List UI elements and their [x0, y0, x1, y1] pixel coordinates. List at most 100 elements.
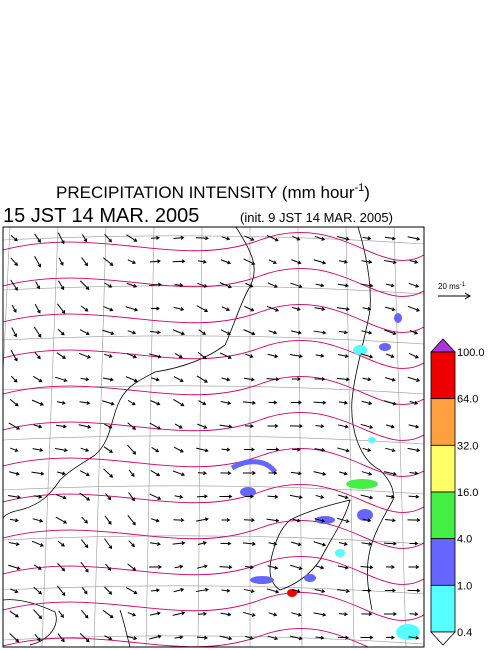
wind-arrow [407, 588, 421, 593]
wind-arrow [384, 329, 397, 336]
wind-arrow [385, 283, 395, 288]
wind-arrow [291, 330, 302, 335]
wind-arrow [126, 635, 138, 641]
wind-arrow [33, 564, 42, 570]
wind-arrow [362, 447, 372, 452]
wind-arrow [196, 447, 209, 453]
wind-arrow [198, 400, 207, 406]
wind-arrow [57, 328, 65, 336]
wind-arrow [104, 635, 113, 641]
wind-arrow [362, 518, 372, 523]
wind-arrow [151, 377, 160, 382]
contour [3, 447, 424, 477]
wind-arrow [31, 399, 44, 406]
init-time: (init. 9 JST 14 MAR. 2005) [240, 210, 393, 225]
wind-arrow [79, 400, 91, 405]
wind-legend-sup: -1 [460, 282, 466, 288]
wind-arrow [55, 376, 68, 382]
wind-arrow [409, 400, 419, 405]
wind-arrow [337, 517, 350, 523]
wind-arrow [409, 612, 419, 617]
wind-arrow [408, 565, 420, 569]
title-end: ) [364, 183, 370, 202]
wind-arrow [338, 330, 348, 335]
wind-arrow [104, 423, 113, 429]
contour [3, 411, 424, 441]
wind-arrow [128, 492, 135, 502]
wind-arrow [81, 257, 89, 267]
wind-arrow [149, 259, 161, 264]
wind-arrow [197, 282, 208, 288]
wind-arrow [128, 469, 135, 477]
wind-arrow [197, 471, 207, 476]
wind-arrow [197, 564, 208, 569]
color-bar-label: 32.0 [457, 440, 478, 452]
wind-arrow [150, 400, 161, 406]
wind-arrow [407, 376, 421, 382]
wind-arrow [385, 494, 395, 499]
coastline [3, 227, 394, 647]
wind-arrow [103, 257, 114, 266]
wind-arrow [9, 610, 19, 618]
wind-arrow [291, 541, 302, 547]
wind-arrow [172, 329, 185, 336]
wind-arrow [79, 470, 90, 476]
wind-arrow [243, 258, 256, 265]
wind-arrow [338, 259, 348, 264]
wind-arrow [386, 353, 395, 358]
wind-arrow [267, 424, 279, 428]
wind-arrow [34, 352, 41, 360]
wind-arrow [10, 588, 19, 594]
wind-arrow [174, 353, 183, 359]
contour [3, 591, 424, 621]
color-bar-label: 100.0 [457, 347, 485, 359]
wind-arrow [149, 634, 162, 640]
wind-arrow [8, 564, 21, 570]
wind-arrow [150, 470, 161, 477]
wind-arrow [362, 377, 372, 382]
wind-arrow [385, 565, 395, 570]
wind-arrow [339, 471, 348, 476]
wind-arrow [290, 635, 303, 641]
wind-arrow [291, 377, 301, 381]
parallel [3, 385, 424, 395]
wind-arrow [80, 561, 89, 573]
wind-arrow [268, 541, 278, 546]
wind-arrow [408, 494, 420, 499]
wind-arrow [149, 422, 162, 430]
wind-arrow [314, 448, 326, 452]
wind-arrow [33, 424, 43, 429]
color-bar-label: 64.0 [457, 394, 478, 406]
wind-arrow [128, 540, 135, 548]
wind-arrow [104, 233, 113, 243]
wind-arrow [174, 494, 184, 499]
wind-arrow [197, 259, 207, 264]
wind-arrow [408, 282, 420, 288]
wind-arrow [127, 399, 136, 406]
color-bar: 100.0 64.0 32.0 16.0 4.0 1.0 0.4 [430, 338, 485, 646]
wind-arrow [126, 353, 137, 359]
wind-arrow [78, 424, 92, 429]
wind-arrow [385, 306, 396, 312]
wind-arrow [315, 565, 325, 570]
wind-arrow [338, 424, 349, 429]
wind-arrow [266, 377, 280, 382]
wind-arrow [242, 400, 256, 405]
wind-arrow [290, 494, 303, 500]
wind-arrow [245, 353, 254, 358]
meridian [145, 227, 155, 647]
color-bar-label: 16.0 [457, 487, 478, 499]
wind-arrow [10, 447, 19, 452]
meridian [41, 227, 59, 647]
wind-arrow [313, 612, 327, 617]
wind-arrows [8, 232, 421, 643]
wind-arrow [57, 232, 65, 245]
wind-arrow [360, 353, 374, 359]
wind-arrow [197, 541, 207, 546]
wind-arrow [195, 236, 209, 241]
wind-arrow [150, 235, 160, 240]
wind-arrow [33, 375, 43, 383]
wind-arrow [79, 633, 90, 643]
wind-arrow [80, 539, 89, 549]
